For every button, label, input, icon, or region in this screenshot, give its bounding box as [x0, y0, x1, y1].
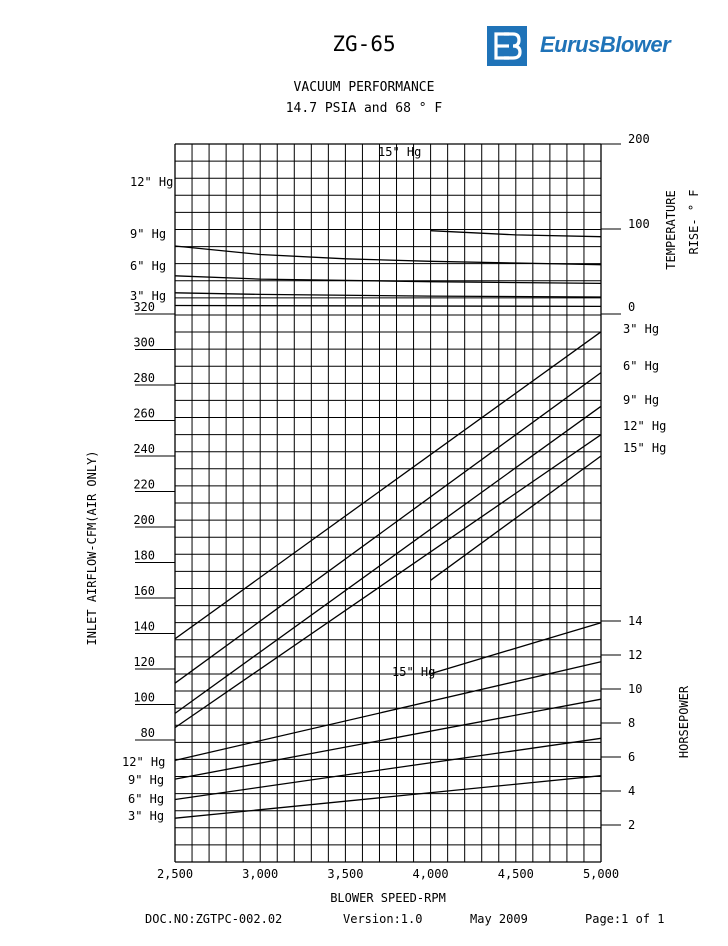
x-tick-label: 4,500 — [498, 867, 534, 881]
x-tick-label: 3,500 — [327, 867, 363, 881]
temperature-tick-label: 0 — [628, 300, 635, 314]
temperature-series-label: 6" Hg — [130, 259, 166, 273]
horsepower-tick-label: 10 — [628, 682, 642, 696]
horsepower-series-label: 9" Hg — [128, 773, 164, 787]
horsepower-tick-label: 2 — [628, 818, 635, 832]
temperature-line-4 — [174, 245, 602, 266]
temperature-series-label: 15" Hg — [378, 145, 421, 159]
horsepower-line-2 — [174, 737, 602, 801]
airflow-tick-label: 200 — [133, 513, 155, 527]
horsepower-tick-label: 6 — [628, 750, 635, 764]
horsepower-series-label: 3" Hg — [128, 809, 164, 823]
airflow-tick-label: 80 — [141, 726, 155, 740]
airflow-tick-label: 100 — [133, 691, 155, 705]
horsepower-series-label: 12" Hg — [122, 755, 165, 769]
footer-date: May 2009 — [470, 912, 528, 926]
chart-lines — [174, 230, 602, 819]
airflow-axis-label: INLET AIRFLOW-CFM(AIR ONLY) — [85, 450, 99, 645]
model-title: ZG-65 — [332, 32, 396, 56]
airflow-series-label: 15" Hg — [623, 441, 666, 455]
horsepower-tick-label: 14 — [628, 614, 642, 628]
footer-doc-no: DOC.NO:ZGTPC-002.02 — [145, 912, 283, 926]
x-tick-label: 5,000 — [583, 867, 619, 881]
horsepower-axis-label: HORSEPOWER — [677, 685, 691, 758]
airflow-tick-label: 220 — [133, 478, 155, 492]
horsepower-line-1 — [174, 775, 602, 819]
temperature-series-label: 9" Hg — [130, 227, 166, 241]
temperature-axis-label: TEMPERATURE — [664, 190, 678, 269]
horsepower-line-5 — [430, 622, 602, 675]
x-axis-label: BLOWER SPEED-RPM — [330, 891, 446, 905]
horsepower-series-label: 15" Hg — [392, 665, 435, 679]
temperature-line-1 — [174, 304, 602, 308]
horsepower-line-4 — [174, 661, 602, 762]
temperature-axis-label-2: RISE- ° F — [687, 189, 701, 254]
horsepower-tick-label: 12 — [628, 648, 642, 662]
airflow-tick-label: 300 — [133, 336, 155, 350]
horsepower-tick-label: 8 — [628, 716, 635, 730]
airflow-tick-label: 180 — [133, 549, 155, 563]
horsepower-series-label: 6" Hg — [128, 792, 164, 806]
temperature-series-label: 3" Hg — [130, 289, 166, 303]
airflow-line-1 — [174, 331, 602, 640]
airflow-series-label: 12" Hg — [623, 419, 666, 433]
footer-page: Page:1 of 1 — [585, 912, 665, 926]
chart-subtitle: 14.7 PSIA and 68 ° F — [285, 101, 443, 116]
horsepower-line-3 — [174, 698, 602, 780]
temperature-line-3 — [174, 275, 602, 285]
airflow-series-label: 6" Hg — [623, 359, 659, 373]
brand-name: EurusBlower — [540, 32, 671, 57]
eb-logo-icon — [487, 26, 527, 66]
x-tick-label: 3,000 — [242, 867, 278, 881]
airflow-tick-label: 120 — [133, 655, 155, 669]
airflow-tick-label: 280 — [133, 371, 155, 385]
airflow-tick-label: 160 — [133, 584, 155, 598]
airflow-tick-label: 240 — [133, 442, 155, 456]
chart-grid — [174, 143, 602, 863]
airflow-line-2 — [174, 372, 602, 684]
temperature-line-2 — [174, 292, 602, 298]
temperature-line-5 — [430, 230, 602, 238]
temperature-tick-label: 100 — [628, 217, 650, 231]
footer-version: Version:1.0 — [343, 912, 423, 926]
temperature-series-label: 12" Hg — [130, 175, 173, 189]
airflow-series-label: 9" Hg — [623, 393, 659, 407]
x-tick-label: 2,500 — [157, 867, 193, 881]
airflow-tick-label: 320 — [133, 300, 155, 314]
airflow-tick-label: 140 — [133, 620, 155, 634]
chart-title: VACUUM PERFORMANCE — [293, 80, 435, 95]
airflow-line-4 — [174, 434, 602, 729]
airflow-line-3 — [174, 405, 602, 714]
temperature-tick-label: 200 — [628, 132, 650, 146]
horsepower-tick-label: 4 — [628, 784, 635, 798]
airflow-series-label: 3" Hg — [623, 322, 659, 336]
airflow-tick-label: 260 — [133, 407, 155, 421]
airflow-line-5 — [430, 455, 602, 581]
x-tick-label: 4,000 — [413, 867, 449, 881]
chart-labels: 2,500 3,000 3,500 4,000 4,500 5,000 BLOWER SPE… — [85, 132, 701, 905]
